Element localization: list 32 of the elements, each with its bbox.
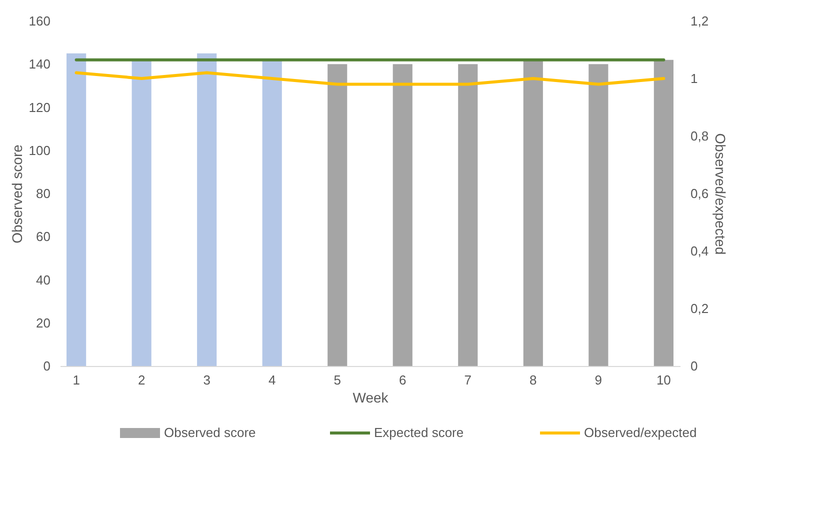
x-tick-label: 6 [399, 372, 406, 388]
y-tick-label: 40 [36, 272, 50, 288]
x-tick-label: 9 [594, 372, 602, 388]
y-tick-label: 0 [43, 358, 50, 374]
x-axis-title: Week [352, 390, 390, 406]
y-tick-label: 100 [28, 142, 50, 158]
legend-label: Observed score [164, 425, 256, 440]
y2-tick-label: 0 [690, 358, 698, 374]
y-tick-label: 140 [28, 56, 50, 72]
legend-label: Expected score [374, 425, 464, 440]
y2-tick-label: 0,4 [690, 244, 709, 258]
x-tick-label: 4 [268, 372, 276, 388]
x-tick-label: 2 [138, 372, 146, 388]
y-axis-title: Observed score [8, 144, 25, 244]
y2-axis-title: Observed/expected [712, 133, 729, 255]
y-tick-label: 160 [28, 14, 50, 28]
x-tick-label: 5 [334, 372, 341, 388]
y2-tick-label: 1 [690, 71, 698, 86]
y2-tick-label: 0,6 [690, 186, 709, 201]
y-tick-label: 80 [36, 186, 50, 201]
x-tick-label: 7 [464, 372, 472, 388]
y-tick-label: 20 [36, 315, 50, 330]
y2-tick-label: 0,2 [690, 301, 709, 316]
y-tick-label: 60 [36, 229, 50, 244]
legend-label: Observed/expected [584, 425, 697, 440]
x-tick-label: 10 [656, 372, 671, 388]
y-tick-label: 120 [28, 100, 50, 115]
y2-tick-label: 1,2 [690, 14, 709, 28]
x-tick-label: 3 [203, 372, 210, 388]
x-tick-label: 1 [72, 372, 80, 388]
x-tick-label: 8 [530, 372, 537, 388]
y2-tick-label: 0,8 [690, 128, 709, 144]
